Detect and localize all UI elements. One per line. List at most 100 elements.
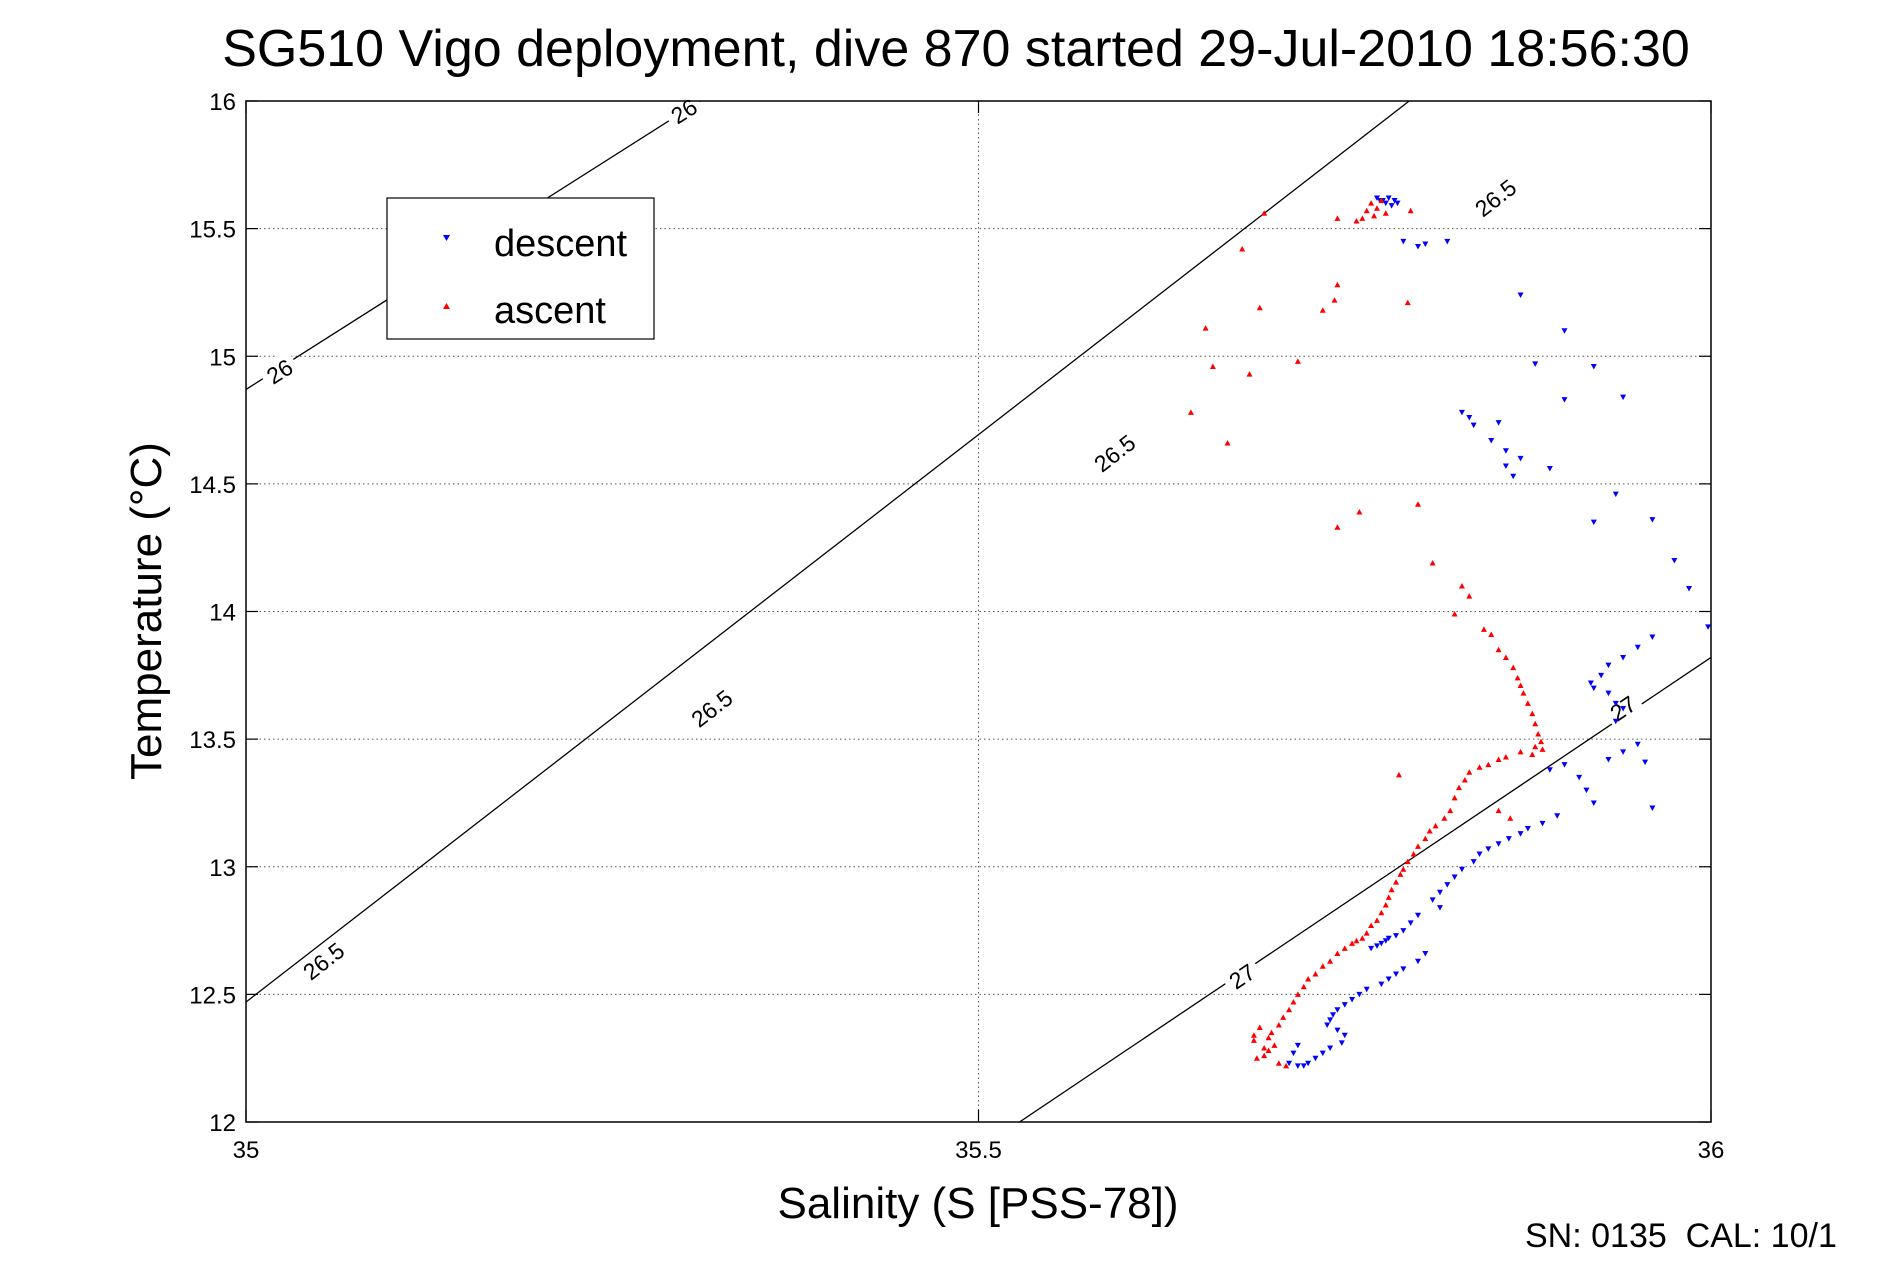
ascent-point — [1520, 690, 1527, 696]
ascent-point — [1451, 611, 1458, 617]
descent-point — [1539, 820, 1546, 827]
ascent-point — [1353, 937, 1360, 944]
descent-point — [1378, 940, 1385, 947]
descent-point — [1334, 1027, 1341, 1034]
ascent-point — [1224, 440, 1231, 446]
ascent-point — [1294, 991, 1301, 997]
density-contour-line — [1019, 656, 1711, 1122]
ascent-point — [1378, 909, 1385, 916]
ascent-point — [1239, 246, 1246, 252]
ascent-point — [1331, 297, 1338, 303]
descent-point — [1620, 749, 1627, 755]
ascent-point — [1271, 1042, 1278, 1048]
contour-label-background — [1462, 167, 1528, 227]
descent-point — [1590, 800, 1597, 806]
ascent-point — [1356, 508, 1363, 515]
ascent-point — [1261, 1052, 1268, 1059]
ascent-point — [1400, 866, 1407, 872]
descent-point — [1422, 951, 1429, 957]
descent-point — [1671, 557, 1678, 564]
descent-point — [1495, 841, 1502, 847]
descent-point — [1300, 1063, 1307, 1069]
descent-point — [1612, 718, 1619, 725]
ascent-point — [1461, 776, 1468, 783]
descent-point — [1341, 1032, 1348, 1039]
descent-point — [1517, 831, 1524, 837]
grid-lines — [246, 101, 1711, 1122]
descent-point — [1394, 200, 1401, 207]
ascent-point — [1415, 501, 1421, 507]
contour-label-background — [1081, 423, 1147, 482]
ascent-point — [1209, 363, 1216, 369]
x-tick-label: 35 — [233, 1137, 260, 1164]
descent-point — [1583, 787, 1590, 794]
descent-point — [1368, 945, 1375, 952]
descent-point — [1495, 420, 1502, 426]
descent-point — [1705, 624, 1712, 630]
descent-point — [1554, 813, 1561, 819]
descent-point — [1286, 1060, 1293, 1067]
descent-point — [1400, 928, 1407, 934]
ascent-point — [1410, 850, 1417, 857]
descent-point — [1524, 825, 1531, 832]
ascent-point — [1429, 560, 1436, 566]
descent-point — [1476, 851, 1483, 857]
ascent-point — [1466, 593, 1473, 599]
descent-point — [1382, 938, 1389, 944]
ascent-point — [1334, 215, 1341, 221]
ascent-point — [1532, 743, 1539, 750]
descent-point — [1294, 1042, 1301, 1049]
ascent-point — [1447, 807, 1454, 814]
descent-point — [1532, 361, 1539, 367]
series-descent — [1286, 195, 1712, 1069]
ascent-point — [1290, 999, 1297, 1005]
descent-point — [1612, 700, 1619, 707]
descent-point — [1649, 805, 1656, 812]
ascent-point — [1451, 794, 1458, 801]
descent-point — [1436, 905, 1443, 911]
descent-point — [1576, 774, 1583, 781]
ascent-point — [1202, 325, 1209, 331]
descent-point — [1415, 958, 1421, 965]
ascent-point — [1397, 871, 1404, 877]
ascent-point — [1373, 205, 1380, 211]
descent-point — [1444, 882, 1451, 888]
ascent-point — [1407, 207, 1414, 214]
descent-point — [1620, 654, 1627, 661]
descent-point — [1294, 1063, 1301, 1069]
y-tick-label: 16 — [209, 89, 236, 116]
descent-point — [1373, 943, 1380, 949]
descent-point — [1451, 874, 1458, 880]
ascent-point — [1539, 746, 1546, 752]
ascent-point — [1349, 940, 1356, 946]
descent-point — [1649, 517, 1656, 523]
descent-point — [1385, 935, 1392, 942]
ascent-point — [1538, 738, 1545, 745]
descent-point — [1400, 238, 1407, 245]
ascent-point — [1502, 654, 1509, 660]
y-tick-label: 13 — [209, 855, 236, 882]
contour-label-background — [661, 89, 706, 131]
density-contour-line — [246, 101, 1410, 1003]
descent-point — [1546, 466, 1553, 472]
descent-point — [1634, 644, 1641, 651]
ascent-point — [1441, 815, 1448, 821]
ascent-point — [1426, 828, 1433, 834]
descent-point — [1388, 203, 1395, 209]
descent-point — [1634, 741, 1641, 748]
ascent-point — [1275, 1022, 1282, 1028]
descent-point — [1391, 198, 1398, 204]
ascent-point — [1529, 751, 1536, 757]
ascent-point — [1373, 917, 1380, 923]
x-tick-label: 35.5 — [955, 1137, 1002, 1164]
legend-ascent-marker — [443, 303, 450, 309]
footnote: SN: 0135 CAL: 10/1 — [1525, 1217, 1837, 1255]
descent-point — [1385, 195, 1392, 201]
ascent-point — [1404, 858, 1411, 865]
ascent-point — [1388, 886, 1395, 893]
ascent-point — [1502, 753, 1509, 760]
descent-point — [1686, 586, 1693, 592]
descent-point — [1341, 1002, 1348, 1008]
ascent-point — [1495, 807, 1502, 814]
ascent-point — [1268, 1029, 1275, 1036]
